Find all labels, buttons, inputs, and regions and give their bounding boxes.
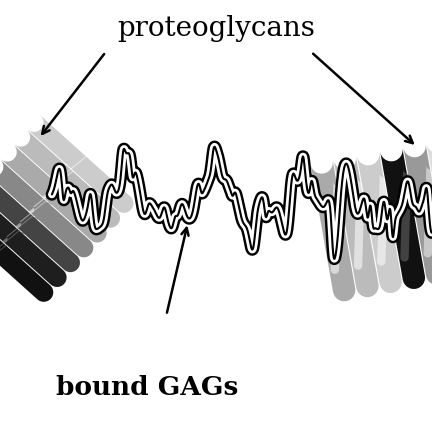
Polygon shape [0,213,41,257]
Polygon shape [311,160,356,301]
Polygon shape [28,115,133,213]
Text: bound GAGs: bound GAGs [56,375,238,400]
Polygon shape [14,130,120,228]
Text: proteoglycans: proteoglycans [117,15,315,42]
Polygon shape [2,198,54,243]
Polygon shape [357,152,402,293]
Polygon shape [403,144,432,285]
Polygon shape [377,173,388,266]
Polygon shape [55,139,108,183]
Polygon shape [42,154,95,198]
Polygon shape [354,177,365,270]
Polygon shape [29,169,81,213]
Polygon shape [427,140,432,281]
Polygon shape [0,190,67,287]
Polygon shape [0,204,53,302]
Polygon shape [334,156,378,297]
Polygon shape [1,145,107,242]
Polygon shape [380,148,425,289]
Polygon shape [15,184,68,228]
Polygon shape [0,160,93,257]
Polygon shape [0,175,80,272]
Polygon shape [423,165,432,257]
Polygon shape [330,181,342,274]
Polygon shape [400,168,411,262]
Polygon shape [0,228,28,272]
